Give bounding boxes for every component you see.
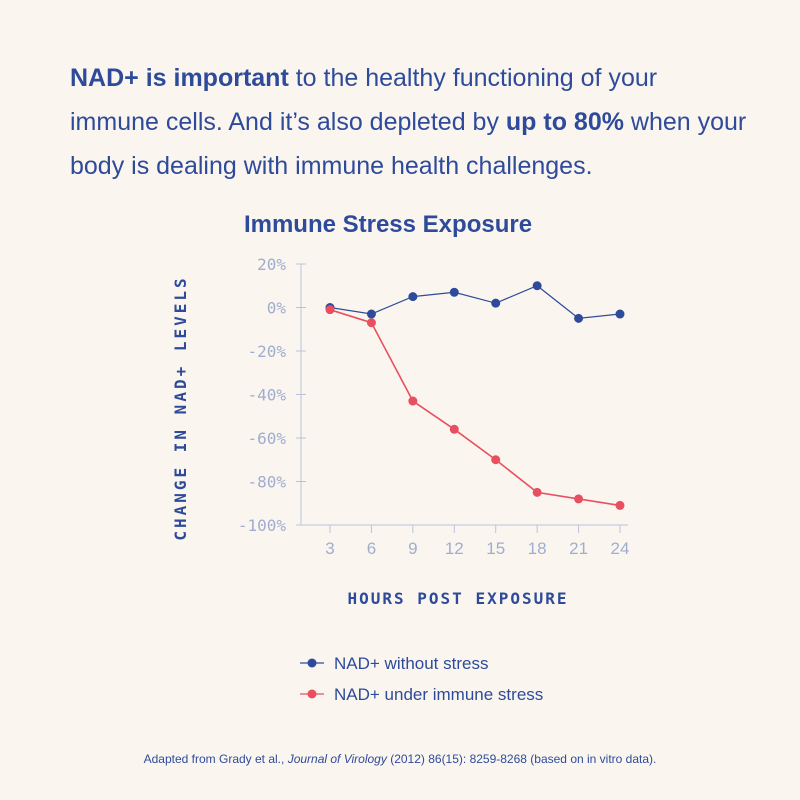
footnote-journal: Journal of Virology: [287, 752, 387, 766]
intro-text-1: to the healthy functioning of your immun…: [70, 64, 658, 136]
y-tick-label: -80%: [247, 473, 286, 492]
data-point: [491, 455, 501, 465]
series-line-immune-stress: [329, 308, 621, 507]
x-tick-label: 9: [408, 539, 417, 558]
y-tick-label: 0%: [267, 299, 287, 318]
data-point: [449, 424, 459, 434]
intro-bold-1: NAD+ is important: [70, 64, 289, 92]
data-point: [532, 487, 542, 497]
intro-paragraph: NAD+ is important to the healthy functio…: [70, 56, 750, 188]
series-layer: [325, 281, 625, 510]
y-ticks: 20% 0% -20% -40% -60% -80% -100%: [238, 255, 306, 535]
legend-label: NAD+ under immune stress: [334, 685, 543, 704]
x-tick-label: 6: [367, 539, 376, 558]
data-point: [615, 500, 625, 510]
x-tick-label: 21: [569, 539, 588, 558]
x-axis-label: HOURS POST EXPOSURE: [347, 589, 568, 608]
chart-title: Immune Stress Exposure: [244, 211, 532, 238]
x-tick-label: 12: [445, 539, 464, 558]
legend-marker: [307, 658, 317, 668]
series-line-without-stress: [329, 285, 621, 319]
footnote-post: (2012) 86(15): 8259-8268 (based on in vi…: [386, 752, 657, 766]
data-point: [325, 305, 335, 315]
line-chart: Immune Stress Exposure CHANGE IN NAD+ LE…: [171, 211, 629, 704]
data-point: [408, 292, 418, 302]
data-point: [366, 309, 376, 319]
legend: NAD+ without stress NAD+ under immune str…: [300, 654, 543, 704]
y-tick-label: -20%: [247, 342, 286, 361]
x-tick-label: 15: [486, 539, 505, 558]
y-tick-label: -100%: [238, 516, 287, 535]
source-footnote: Adapted from Grady et al., Journal of Vi…: [0, 752, 800, 766]
data-point: [491, 298, 501, 308]
y-tick-label: -40%: [247, 386, 286, 405]
legend-marker: [307, 689, 317, 699]
data-point: [366, 318, 376, 328]
data-point: [574, 313, 584, 323]
legend-label: NAD+ without stress: [334, 654, 488, 673]
intro-bold-2: up to 80%: [505, 108, 624, 136]
data-point: [615, 309, 625, 319]
y-axis-label: CHANGE IN NAD+ LEVELS: [171, 275, 190, 540]
y-tick-label: 20%: [257, 255, 286, 274]
y-tick-label: -60%: [247, 429, 286, 448]
data-point: [574, 494, 584, 504]
chart-axes: [300, 264, 628, 526]
data-point: [532, 281, 542, 291]
intro-text-2: when your body is dealing with immune he…: [70, 108, 747, 180]
data-point: [449, 287, 459, 297]
x-tick-label: 18: [528, 539, 547, 558]
x-tick-label: 3: [325, 539, 334, 558]
footnote-pre: Adapted from Grady et al.,: [143, 752, 288, 766]
data-point: [408, 396, 418, 406]
x-tick-label: 24: [611, 539, 630, 558]
x-ticks: 3 6 9 12 15 18 21 24: [325, 525, 629, 558]
